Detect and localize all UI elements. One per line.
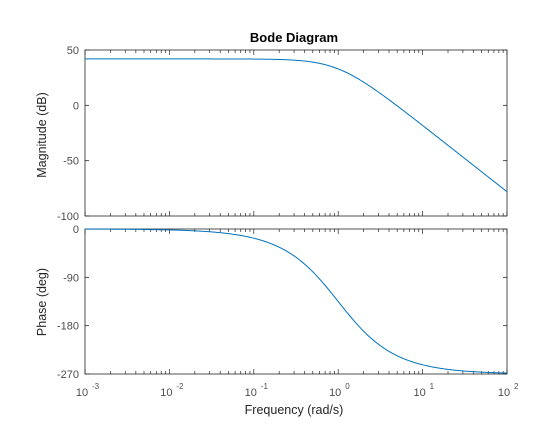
x-tick-label: 10	[329, 387, 341, 399]
magnitude-series-line	[85, 58, 508, 193]
magnitude-ytick-label: -100	[57, 211, 79, 223]
phase-axes	[84, 228, 508, 375]
x-tick-exponent: 1	[430, 382, 435, 391]
magnitude-ytick-label: -50	[63, 156, 79, 168]
phase-ytick-label: -90	[63, 272, 79, 284]
x-tick-label: 10	[76, 387, 88, 399]
magnitude-ytick-label: 50	[67, 45, 79, 57]
phase-tick-group: 0 -90 -180 -270	[57, 224, 508, 381]
phase-ytick-label: -270	[57, 369, 79, 381]
phase-ytick-label: -180	[57, 321, 79, 333]
phase-ytick-label: 0	[73, 224, 79, 236]
x-tick-label: 10	[413, 387, 425, 399]
x-tick-label: 10	[160, 387, 172, 399]
chart-title: Bode Diagram	[250, 30, 338, 45]
magnitude-tick-group: 50 0 -50 -100	[57, 45, 508, 223]
x-tick-exponent: -1	[261, 382, 269, 391]
x-tick-exponent: 0	[345, 382, 350, 391]
phase-axis-label: Phase (deg)	[35, 268, 49, 336]
magnitude-axis-label: Magnitude (dB)	[35, 92, 49, 177]
magnitude-ytick-label: 0	[73, 100, 79, 112]
x-tick-group: 10 -3 10 -2 10 -1 10 0 10 1 10 2	[76, 382, 519, 399]
x-tick-exponent: 2	[514, 382, 519, 391]
magnitude-axes	[84, 49, 508, 217]
frequency-axis-label: Frequency (rad/s)	[245, 403, 344, 417]
x-tick-exponent: -3	[92, 382, 100, 391]
x-tick-exponent: -2	[176, 382, 184, 391]
x-tick-label: 10	[498, 387, 510, 399]
phase-series-line	[84, 228, 508, 374]
x-tick-label: 10	[245, 387, 257, 399]
